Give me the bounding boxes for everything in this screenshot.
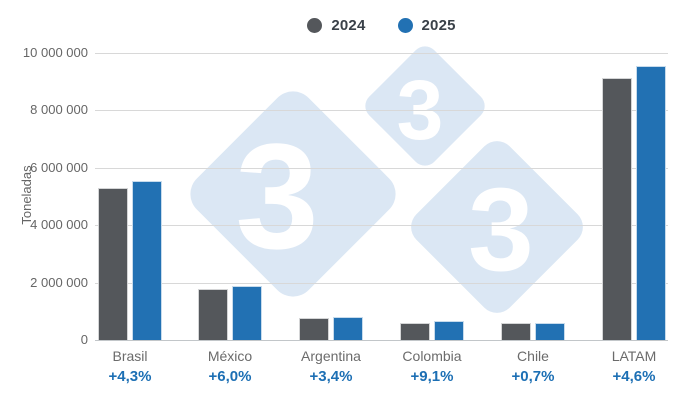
- category-label: LATAM: [611, 348, 657, 364]
- y-tick-label: 10 000 000: [22, 45, 88, 60]
- bar-2024-chile[interactable]: [501, 323, 531, 340]
- bar-2025-latam[interactable]: [636, 66, 666, 340]
- y-tick-label: 2 000 000: [30, 275, 88, 290]
- gridline: [95, 225, 668, 226]
- bar-2024-méxico[interactable]: [198, 289, 228, 340]
- category-label: Chile: [517, 348, 549, 364]
- legend-marker-icon: [307, 17, 323, 33]
- gridline: [95, 53, 668, 54]
- category-label: Argentina: [301, 348, 361, 364]
- bar-2025-méxico[interactable]: [232, 286, 262, 340]
- watermark-digit: 3: [235, 112, 319, 280]
- bar-2024-latam[interactable]: [602, 78, 632, 340]
- bar-2025-colombia[interactable]: [434, 321, 464, 340]
- legend-marker-icon: [397, 17, 413, 33]
- bar-2024-colombia[interactable]: [400, 323, 430, 340]
- legend-item-2024[interactable]: 2024: [307, 17, 365, 34]
- x-axis-line: [95, 340, 668, 341]
- legend-item-2025[interactable]: 2025: [397, 16, 456, 34]
- category-label: México: [207, 348, 253, 364]
- category-label: Colombia: [402, 348, 462, 364]
- growth-label: +0,7%: [511, 368, 555, 385]
- gridline: [95, 168, 668, 169]
- y-axis-title: Toneladas: [19, 165, 34, 225]
- bar-2025-argentina[interactable]: [333, 317, 363, 340]
- gridline: [95, 283, 668, 284]
- growth-label: +4,3%: [108, 368, 152, 385]
- bar-2024-brasil[interactable]: [98, 188, 128, 340]
- growth-label: +4,6%: [612, 368, 656, 385]
- watermark-digit: 3: [468, 164, 534, 296]
- growth-label: +9,1%: [410, 368, 454, 385]
- category-label: Brasil: [112, 348, 148, 364]
- growth-label: +6,0%: [208, 368, 252, 385]
- y-tick-label: 4 000 000: [30, 217, 88, 232]
- legend-label: 2024: [331, 16, 366, 34]
- y-tick-label: 6 000 000: [30, 160, 88, 175]
- gridline: [95, 110, 668, 111]
- y-tick-label: 0: [80, 332, 88, 347]
- legend-label: 2025: [421, 16, 456, 34]
- bar-2024-argentina[interactable]: [299, 318, 329, 340]
- bar-2025-chile[interactable]: [535, 323, 565, 340]
- growth-label: +3,4%: [309, 368, 353, 385]
- legend: 2024 2025: [95, 10, 668, 40]
- y-tick-label: 8 000 000: [30, 102, 88, 117]
- bar-2025-brasil[interactable]: [132, 181, 162, 340]
